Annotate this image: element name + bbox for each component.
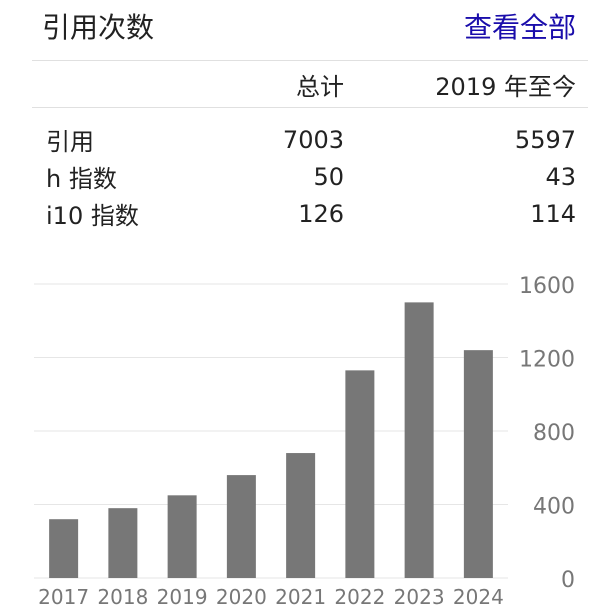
citation-stats-table: 总计 2019 年至今 引用 7003 5597 h 指数 50 43 i10 … <box>32 60 588 232</box>
y-tick-label: 400 <box>533 495 575 520</box>
bar-2022 <box>345 370 375 578</box>
row-since: 43 <box>545 162 576 191</box>
y-tick-label: 1200 <box>519 348 575 373</box>
table-header-row: 总计 2019 年至今 <box>32 60 588 108</box>
row-label: h 指数 <box>46 165 117 193</box>
x-tick-label: 2018 <box>97 585 148 609</box>
bar-2023 <box>404 302 434 578</box>
x-tick-label: 2023 <box>394 585 445 609</box>
table-row-h-index: h 指数 50 43 <box>32 158 588 195</box>
x-tick-label: 2020 <box>216 585 267 609</box>
table-row-i10-index: i10 指数 126 114 <box>32 195 588 232</box>
y-tick-label: 800 <box>533 421 575 446</box>
header-label <box>32 60 197 108</box>
row-label: 引用 <box>46 128 94 156</box>
x-tick-label: 2021 <box>275 585 326 609</box>
header-total: 总计 <box>197 60 345 108</box>
citations-header: 引用次数 查看全部 <box>0 0 600 58</box>
bar-2018 <box>108 508 138 578</box>
x-tick-label: 2024 <box>453 585 504 609</box>
row-total: 7003 <box>282 125 344 154</box>
bar-2019 <box>167 495 197 578</box>
table-row-citations: 引用 7003 5597 <box>32 108 588 159</box>
x-tick-label: 2019 <box>157 585 208 609</box>
row-total: 50 <box>313 162 344 191</box>
x-tick-label: 2017 <box>38 585 89 609</box>
view-all-link[interactable]: 查看全部 <box>463 11 576 44</box>
bar-2024 <box>463 350 493 578</box>
x-tick-label: 2022 <box>334 585 385 609</box>
row-since: 114 <box>530 199 576 228</box>
row-label: i10 指数 <box>46 202 139 230</box>
section-title: 引用次数 <box>42 11 155 44</box>
row-total: 126 <box>298 199 344 228</box>
header-since: 2019 年至今 <box>345 60 588 108</box>
bar-2020 <box>226 475 256 578</box>
citations-bar-chart: 0 400 800 1200 1600 2017 2018 2019 2020 2021 2022 2… <box>34 274 575 609</box>
row-since: 5597 <box>514 125 576 154</box>
bar-2017 <box>49 519 79 578</box>
y-tick-label: 0 <box>561 568 575 593</box>
bar-2021 <box>286 453 316 578</box>
y-tick-label: 1600 <box>519 274 575 299</box>
